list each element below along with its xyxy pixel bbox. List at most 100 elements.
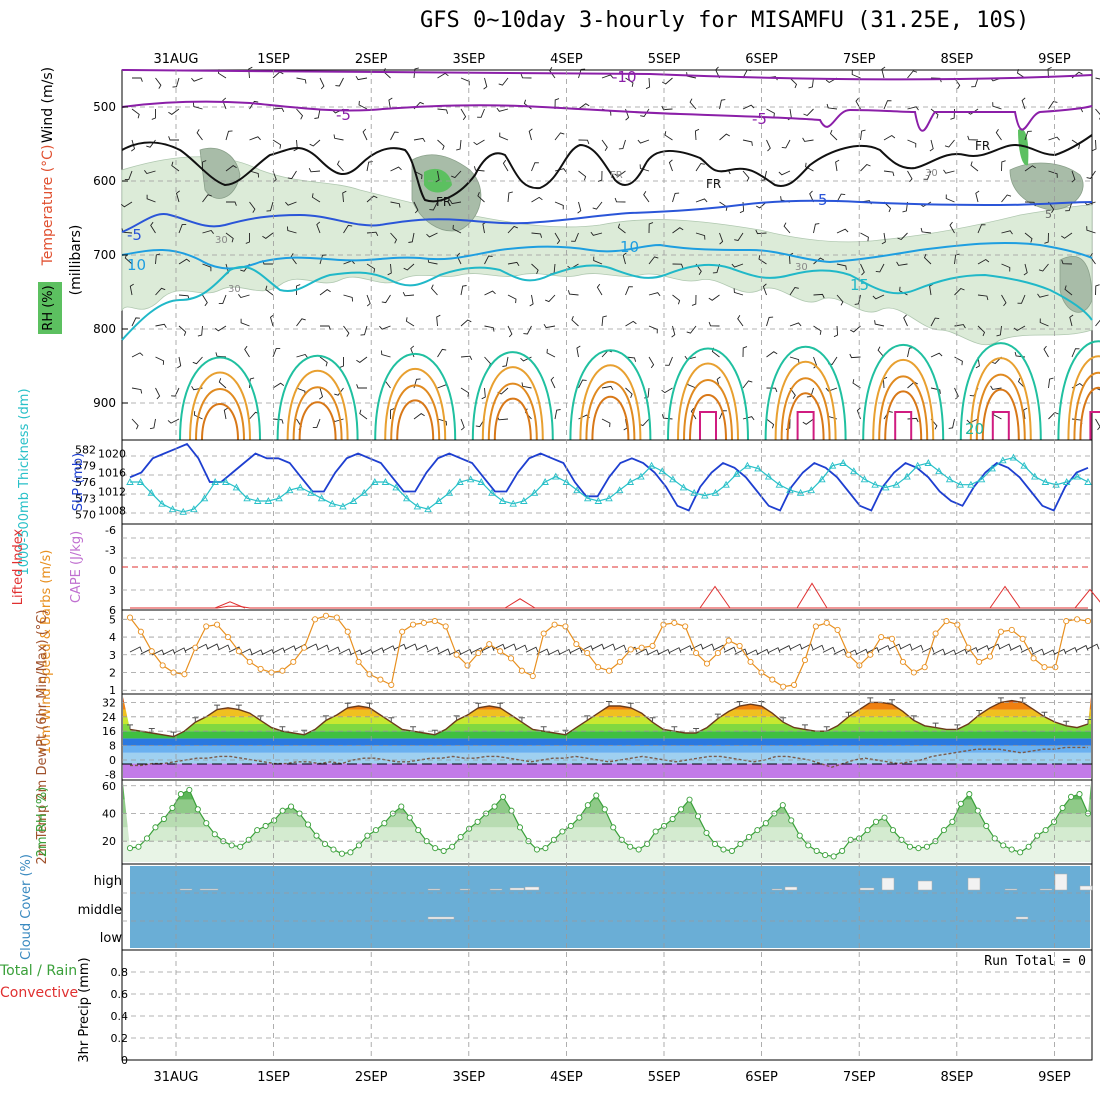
temp-tick-label: 16 — [102, 725, 116, 738]
thickness-marker — [264, 497, 273, 504]
wind-barb — [197, 325, 203, 337]
wind-barb — [851, 70, 861, 79]
wind-barb — [308, 167, 321, 173]
thickness-marker — [999, 456, 1007, 464]
wind-speed-point — [507, 655, 515, 662]
wind-barb — [920, 227, 932, 234]
wind-ylabel: 10m Wind Speed & Barbs (m/s) — [39, 550, 54, 755]
wind-barb — [835, 159, 840, 172]
wind-barb — [192, 102, 203, 110]
wind-barb — [758, 255, 767, 265]
wind-speed-point — [137, 628, 144, 635]
li-tick-label: 3 — [109, 584, 116, 597]
wind-barb — [789, 286, 799, 296]
rh-point — [593, 792, 600, 799]
temp-minmax-bar — [845, 711, 852, 717]
rh-point — [177, 791, 184, 798]
precip-tick-label: 0.8 — [111, 966, 129, 979]
lifted-index-bump — [1074, 588, 1100, 609]
temp-minmax-bar — [1041, 711, 1048, 717]
wind-barb — [755, 229, 767, 235]
rh-point — [271, 817, 278, 824]
wind-barb — [766, 418, 775, 429]
rh-band — [123, 841, 1091, 862]
date-label-bottom: 5SEP — [648, 1070, 681, 1085]
wind-speed-point — [290, 658, 297, 665]
wind-barb — [336, 160, 344, 172]
thickness-slp-panel: 570 573 576 579 582 1008 1012 1016 1020 1000-50… — [17, 388, 1093, 576]
contour-label: FR — [436, 195, 451, 209]
wind-speed-point — [224, 633, 232, 641]
rh-point — [542, 845, 549, 852]
cloud-level-low: low — [100, 931, 123, 946]
rh-point — [788, 817, 795, 824]
wind-speed-point — [595, 664, 602, 671]
thickness-marker — [626, 478, 635, 485]
wind-barb — [502, 159, 509, 172]
slp-tick-label: 1012 — [98, 486, 126, 499]
wind-barb — [860, 263, 865, 276]
wind-barb — [1017, 377, 1026, 389]
contour-label: 10 — [127, 256, 146, 274]
wind-speed-point — [246, 658, 253, 665]
wind-barb — [319, 387, 324, 400]
slp-tick-label: 1016 — [98, 467, 126, 480]
wind-speed-point — [660, 621, 667, 628]
wind-speed-point — [616, 658, 623, 665]
wind-speed-point — [344, 628, 351, 635]
contour-label: -10 — [612, 68, 637, 86]
wind-speed-point — [682, 623, 689, 630]
temperature-contour — [1073, 371, 1100, 441]
thickness-marker — [690, 488, 698, 496]
wind-barb — [1001, 194, 1012, 203]
wind-barb — [881, 66, 886, 79]
temperature-contour — [579, 364, 642, 441]
cloud-cover-bar — [771, 888, 783, 891]
wind-barb — [1038, 263, 1049, 272]
rh-point — [618, 836, 625, 843]
wind-barb — [473, 139, 485, 146]
wind-speed-point — [791, 681, 798, 688]
wind-barb — [356, 356, 368, 363]
lifted-index-bump — [504, 598, 536, 609]
wind-speed-point — [1030, 655, 1037, 662]
wind-barb — [742, 170, 750, 182]
wind-barb — [473, 166, 485, 172]
wind-barb — [1044, 232, 1049, 244]
wind-barb — [272, 418, 284, 424]
wind-barb — [272, 107, 285, 113]
wind-barb — [225, 165, 237, 172]
rh-point — [915, 845, 922, 852]
temp-minmax-bar — [910, 715, 917, 721]
wind-barb — [502, 356, 509, 367]
wind-barb — [477, 192, 485, 203]
wind-barb — [131, 139, 136, 152]
cloud-cover-bar — [1039, 888, 1053, 891]
contour-label: 5 — [1045, 208, 1052, 221]
precip-ylabel-total: Total / Rain — [0, 963, 77, 979]
wind-barb — [929, 139, 934, 152]
wind-barb-10m — [448, 649, 462, 656]
wind-barb — [742, 346, 748, 358]
wind-barb — [314, 108, 321, 119]
wind-barb-10m — [613, 644, 627, 651]
wind-barb — [860, 232, 869, 242]
wind-barb — [1037, 293, 1049, 298]
temp-tick-label: 24 — [102, 711, 116, 724]
wind-barb — [672, 294, 681, 305]
temperature-contour — [569, 349, 652, 441]
thickness-marker — [988, 464, 996, 472]
date-label-top: 8SEP — [941, 52, 974, 67]
wind-barb-10m — [415, 644, 429, 651]
wind-barb — [272, 382, 285, 389]
temp-minmax-bar — [388, 717, 395, 723]
wind-barb-10m — [800, 643, 814, 650]
wind-barb — [766, 139, 771, 152]
thickness-marker — [647, 461, 656, 469]
rh-point — [398, 803, 405, 810]
contour-0-freezing — [121, 134, 1093, 203]
wind-barb — [1095, 319, 1100, 327]
wind-barb — [648, 356, 655, 369]
wind-barb — [168, 108, 180, 115]
thickness-marker — [1062, 478, 1071, 485]
